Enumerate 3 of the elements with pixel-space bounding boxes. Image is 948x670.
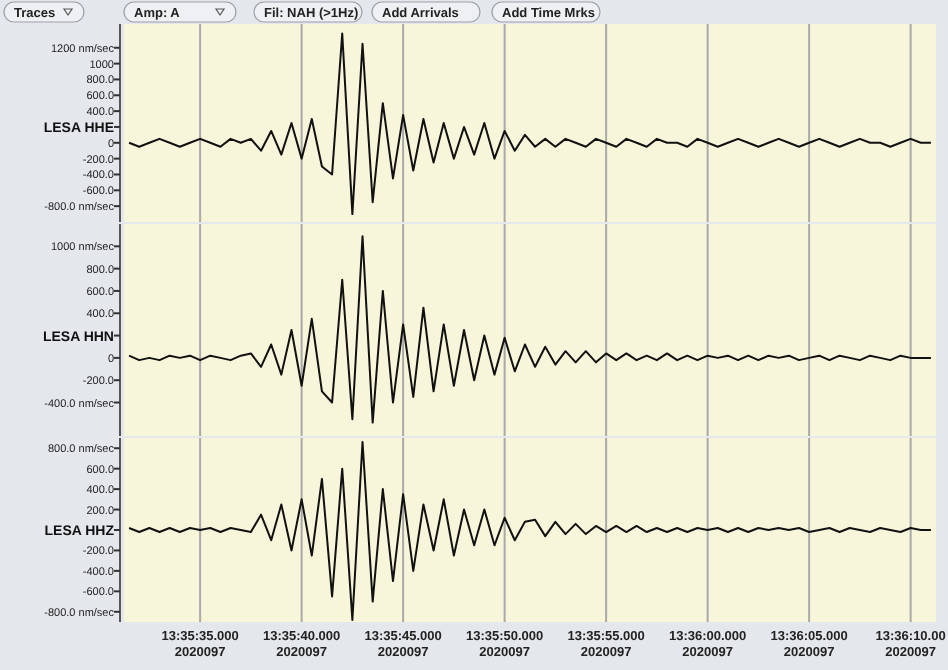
line-series <box>128 441 932 621</box>
line-series <box>128 32 932 216</box>
line-series <box>128 235 932 424</box>
